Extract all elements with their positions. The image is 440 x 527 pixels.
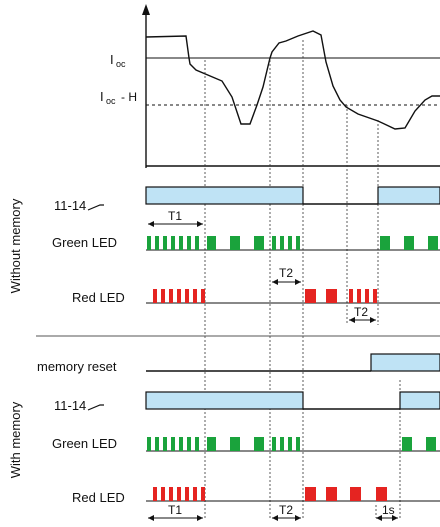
relay-label: 11-14 [54, 398, 86, 413]
t2-annotation: T2 [272, 503, 301, 521]
relay-on-segment [399, 391, 440, 410]
group-label-without-memory: Without memory [8, 198, 23, 293]
red-led-row-with-memory: Red LED [72, 487, 440, 505]
t1-annotation: T1 [148, 209, 203, 227]
ioc-label: I oc [110, 52, 126, 69]
relay-contact-icon [87, 204, 104, 211]
t2-annotation: T2 [349, 305, 376, 323]
t2-label: T2 [354, 305, 368, 319]
memory-reset-label: memory reset [37, 359, 117, 374]
green-led-row-with-memory: Green LED [52, 436, 440, 452]
t2-label: T2 [279, 503, 293, 517]
memory-reset-on-segment [370, 353, 440, 372]
group-label-with-memory: With memory [8, 401, 23, 478]
t2-annotation: T2 [272, 266, 301, 285]
ioc-label-sub: oc [116, 59, 126, 69]
ioc-h-label-suffix: - H [121, 90, 137, 104]
one-second-annotation: 1s [376, 503, 398, 521]
ioc-h-label-main: I [100, 89, 104, 104]
relay-on-segment [145, 391, 304, 410]
red-led-label: Red LED [72, 290, 125, 305]
green-led-label: Green LED [52, 235, 117, 250]
relay-contact-icon [87, 404, 104, 411]
t1-annotation: T1 [148, 503, 203, 521]
relay-on-segment [377, 186, 440, 205]
one-second-label: 1s [382, 503, 395, 517]
red-led-row-without-memory: Red LED [72, 289, 440, 305]
t2-label: T2 [279, 266, 293, 280]
ioc-h-label: I oc - H [100, 89, 137, 106]
t1-label: T1 [168, 209, 182, 223]
relay-row-with-memory: 11-14 [54, 391, 440, 413]
red-led-label: Red LED [72, 490, 125, 505]
relay-label: 11-14 [54, 198, 86, 213]
ioc-label-main: I [110, 52, 114, 67]
ioc-h-label-sub: oc [106, 96, 116, 106]
current-waveform [145, 30, 440, 130]
t1-label: T1 [168, 503, 182, 517]
relay-on-segment [145, 186, 304, 205]
green-led-row-without-memory: Green LED [52, 235, 440, 251]
green-led-label: Green LED [52, 436, 117, 451]
memory-reset-row: memory reset [37, 353, 440, 374]
relay-row-without-memory: 11-14 [54, 186, 440, 213]
signal-panel [142, 4, 440, 168]
y-axis-arrow [142, 4, 150, 15]
